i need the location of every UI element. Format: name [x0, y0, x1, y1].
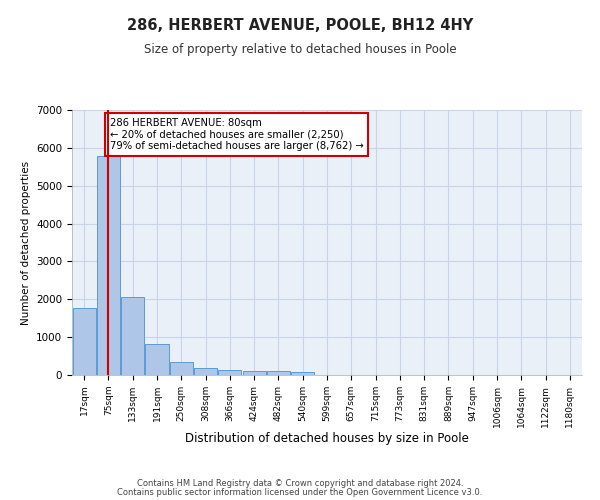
Bar — [218, 370, 241, 375]
Text: 286, HERBERT AVENUE, POOLE, BH12 4HY: 286, HERBERT AVENUE, POOLE, BH12 4HY — [127, 18, 473, 32]
Text: 286 HERBERT AVENUE: 80sqm
← 20% of detached houses are smaller (2,250)
79% of se: 286 HERBERT AVENUE: 80sqm ← 20% of detac… — [110, 118, 364, 151]
Bar — [291, 372, 314, 375]
Y-axis label: Number of detached properties: Number of detached properties — [20, 160, 31, 324]
Bar — [242, 370, 266, 375]
Bar — [170, 362, 193, 375]
Bar — [267, 371, 290, 375]
Bar — [97, 156, 120, 375]
Bar — [145, 344, 169, 375]
Text: Contains HM Land Registry data © Crown copyright and database right 2024.: Contains HM Land Registry data © Crown c… — [137, 478, 463, 488]
Bar — [73, 308, 95, 375]
X-axis label: Distribution of detached houses by size in Poole: Distribution of detached houses by size … — [185, 432, 469, 446]
Bar — [121, 298, 144, 375]
Bar — [194, 368, 217, 375]
Text: Size of property relative to detached houses in Poole: Size of property relative to detached ho… — [143, 42, 457, 56]
Text: Contains public sector information licensed under the Open Government Licence v3: Contains public sector information licen… — [118, 488, 482, 497]
